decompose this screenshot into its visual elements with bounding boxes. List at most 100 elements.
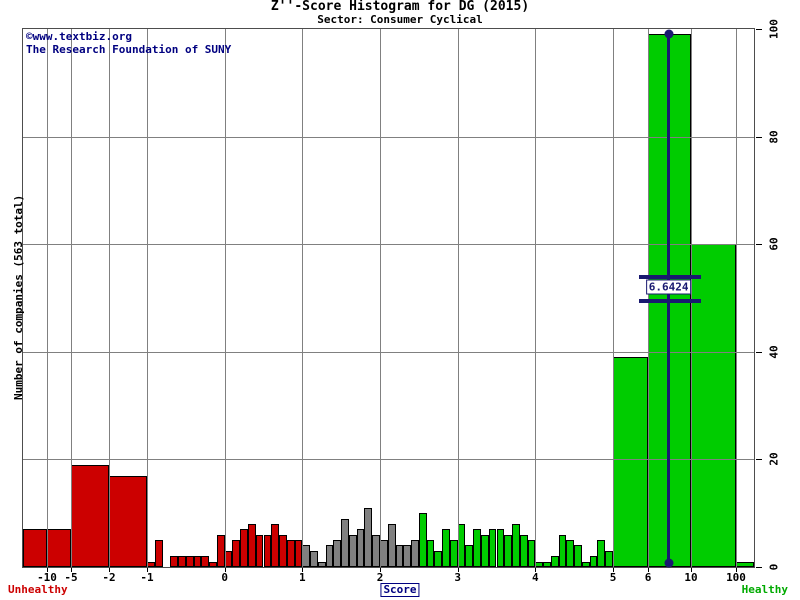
histogram-bar (488, 529, 497, 567)
y-axis-title: Number of companies (563 total) (12, 194, 25, 400)
gridline-horizontal (23, 459, 754, 461)
histogram-bar (109, 475, 147, 567)
x-axis-tick (691, 568, 692, 572)
histogram-bar (566, 540, 575, 567)
watermark-line1: ©www.textbiz.org (26, 30, 132, 43)
gridline-vertical (736, 29, 737, 567)
x-axis-tick (47, 568, 48, 572)
x-axis-label: 2 (376, 571, 384, 584)
x-axis-label: 100 (726, 571, 746, 584)
histogram-bar (147, 561, 155, 567)
gridline-vertical (302, 29, 304, 567)
gridline-vertical (535, 29, 537, 567)
gridline-vertical (109, 29, 110, 567)
y-axis-label: 0 (767, 563, 781, 571)
gridline-vertical (47, 29, 48, 567)
histogram-bar (457, 523, 466, 567)
histogram-bar (574, 545, 582, 567)
histogram-bar (317, 561, 326, 567)
histogram-bar (23, 529, 47, 567)
marker-dot-top (664, 29, 674, 39)
gridline-vertical (613, 29, 614, 567)
histogram-bar (294, 540, 303, 567)
histogram-bar (154, 540, 163, 567)
histogram-bar (558, 534, 567, 567)
histogram-bar (232, 540, 241, 567)
x-axis-tick (380, 568, 381, 572)
x-axis-tick (147, 568, 148, 572)
chart-title: Z''-Score Histogram for DG (2015) (270, 0, 530, 14)
y-axis-label: 20 (767, 452, 781, 467)
marker-value-label: 6.6424 (645, 279, 692, 295)
x-axis-label: 1 (299, 571, 306, 584)
histogram-bar (279, 534, 287, 567)
x-axis-tick (457, 568, 459, 572)
y-axis-tick (756, 567, 762, 568)
histogram-bar (411, 540, 419, 567)
histogram-bar (263, 534, 272, 567)
y-axis-label: 40 (767, 345, 781, 359)
histogram-bar (286, 540, 295, 567)
y-axis-label: 80 (767, 129, 781, 144)
histogram-bar (193, 556, 202, 567)
histogram-bar (480, 534, 489, 567)
histogram-bar (465, 545, 474, 567)
histogram-bar (201, 556, 210, 567)
histogram-bar (178, 556, 186, 567)
histogram-bar (473, 529, 481, 567)
histogram-bars (23, 29, 754, 567)
y-axis-tick (756, 459, 762, 461)
y-axis-tick (756, 136, 762, 138)
histogram-bar (224, 550, 233, 567)
plot-area: 6.6424 (22, 28, 755, 568)
histogram-bar (512, 523, 520, 567)
x-axis-label: 10 (684, 571, 698, 584)
histogram-bar (691, 244, 736, 567)
histogram-bar (496, 529, 505, 567)
x-axis-label: 5 (609, 571, 617, 584)
histogram-bar (535, 561, 544, 567)
x-axis-tick (535, 568, 537, 572)
histogram-bar (271, 523, 280, 567)
gridline-vertical (380, 29, 381, 567)
gridline-vertical (691, 29, 692, 567)
histogram-bar (395, 545, 404, 567)
x-axis-label: -10 (37, 571, 57, 584)
x-axis-label: 6 (644, 571, 652, 584)
x-axis-label: -2 (102, 571, 116, 584)
histogram-bar (426, 540, 435, 567)
histogram-bar (47, 529, 71, 567)
x-axis-tick (302, 568, 304, 572)
histogram-bar (550, 556, 559, 567)
histogram-bar (597, 540, 606, 567)
y-axis-label: 60 (767, 237, 781, 251)
histogram-bar (71, 464, 109, 567)
x-axis-title: Score (380, 583, 420, 597)
watermark: ©www.textbiz.org The Research Foundation… (26, 30, 231, 56)
x-axis-tick (224, 568, 226, 572)
y-axis-tick (756, 244, 762, 246)
x-axis-label: 3 (454, 571, 461, 584)
gridline-horizontal (23, 244, 754, 246)
gridline-vertical (224, 29, 226, 567)
gridline-horizontal (23, 136, 754, 138)
histogram-bar (302, 545, 311, 567)
histogram-bar (209, 561, 217, 567)
y-axis-tick (756, 351, 762, 353)
axis-label-healthy: Healthy (741, 583, 788, 596)
histogram-bar (185, 556, 194, 567)
histogram-bar (372, 534, 380, 567)
x-axis-tick (736, 568, 737, 572)
marker-line (667, 34, 671, 563)
histogram-bar (333, 540, 342, 567)
histogram-bar (581, 561, 590, 567)
histogram-bar (310, 550, 318, 567)
gridline-vertical (648, 29, 649, 567)
histogram-bar (449, 540, 458, 567)
histogram-bar (504, 534, 513, 567)
histogram-bar (736, 561, 754, 567)
histogram-bar (348, 534, 357, 567)
histogram-bar (380, 540, 388, 567)
y-axis-label: 100 (767, 19, 781, 39)
histogram-bar (434, 550, 443, 567)
